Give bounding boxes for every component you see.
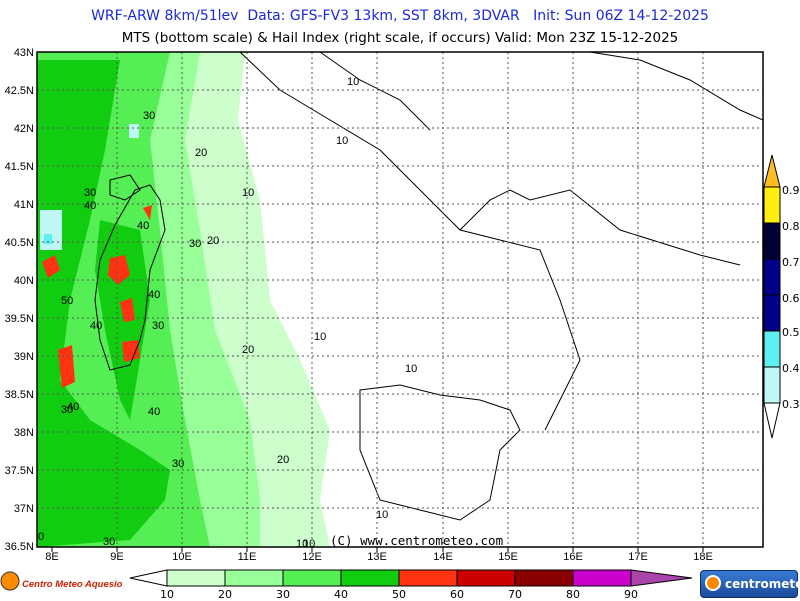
lon-label: 10E (172, 551, 192, 563)
contour-label: 20 (195, 147, 207, 159)
lat-label: 37N (14, 503, 34, 515)
contour-label: 10 (376, 509, 388, 521)
lat-label: 41N (14, 199, 34, 211)
contour-label: 30 (61, 404, 73, 416)
brand-icon (705, 575, 721, 591)
hail-tick-label: 0.8 (782, 220, 800, 233)
mts-tick-label: 20 (218, 588, 232, 601)
mts-tick-label: 40 (334, 588, 348, 601)
contour-label: 30 (103, 536, 115, 548)
lon-label: 12E (302, 551, 322, 563)
coastlines (94, 51, 764, 521)
graticule (37, 52, 763, 547)
contour-labels: 10 10 10 10 10 10 10 10 20 20 20 20 30 3… (38, 76, 417, 550)
map-frame (36, 51, 764, 548)
contour-label: 30 (143, 110, 155, 122)
lon-labels: 8E 9E 10E 11E 12E 13E 14E 15E 16E 17E 18… (45, 551, 713, 563)
hail-tick-label: 0.6 (782, 292, 800, 305)
lon-label: 13E (367, 551, 387, 563)
hail-tick-label: 0.5 (782, 326, 800, 339)
contour-label: 30 (84, 187, 96, 199)
lon-label: 18E (693, 551, 713, 563)
lat-label: 40N (14, 275, 34, 287)
contour-label: 30 (172, 458, 184, 470)
mts-tick-label: 60 (450, 588, 464, 601)
lon-label: 15E (498, 551, 518, 563)
contour-label: 30 (152, 320, 164, 332)
contour-label: 20 (207, 235, 219, 247)
lat-label: 36.5N (5, 541, 34, 553)
contour-label: 10 (296, 538, 308, 550)
logo-left-text: Centro Meteo Aquesio (22, 579, 123, 590)
hail-tick-label: 0.3 (782, 398, 800, 411)
contour-label: 40 (148, 289, 160, 301)
lat-label: 39N (14, 351, 34, 363)
axis-ticks (51, 547, 704, 552)
lon-label: 8E (45, 551, 58, 563)
logo-right[interactable]: centrometeo (700, 570, 800, 598)
lat-label: 38.5N (5, 389, 34, 401)
lat-label: 42N (14, 123, 34, 135)
contour-label: 40 (137, 220, 149, 232)
contour-label: 10 (303, 538, 315, 550)
header-line-2: MTS (bottom scale) & Hail Index (right s… (121, 30, 679, 46)
mts-tick-label: 80 (566, 588, 580, 601)
hail-tick-label: 0.9 (782, 184, 800, 197)
hail-colorbar (763, 154, 781, 439)
lat-label: 43N (14, 47, 34, 59)
contour-label: 10 (314, 331, 326, 343)
lon-label: 17E (628, 551, 648, 563)
hail-tick-label: 0.7 (782, 256, 800, 269)
contour-label: 0 (38, 531, 44, 543)
lat-label: 38N (14, 427, 34, 439)
lat-labels: 43N 42.5N 42N 41.5N 41N 40.5N 40N 39.5N … (5, 47, 34, 553)
lat-label: 41.5N (5, 161, 34, 173)
mts-tick-label: 70 (508, 588, 522, 601)
contour-label: 40 (148, 406, 160, 418)
lat-label: 39.5N (5, 313, 34, 325)
mts-field (37, 52, 330, 547)
lon-label: 11E (238, 551, 257, 563)
mts-tick-label: 10 (160, 588, 174, 601)
lon-label: 9E (110, 551, 123, 563)
header-line-1: WRF-ARW 8km/51lev Data: GFS-FV3 13km, SS… (91, 8, 709, 24)
copyright-text: (C) www.centrometeo.com (330, 533, 504, 548)
mts-tick-label: 30 (276, 588, 290, 601)
contour-label: 30 (189, 238, 201, 250)
contour-label: 10 (336, 135, 348, 147)
contour-label: 40 (67, 401, 79, 413)
contour-label: 50 (61, 295, 73, 307)
mts-tick-label: 90 (624, 588, 638, 601)
mts-colorbar (129, 569, 693, 587)
contour-label: 10 (242, 187, 254, 199)
contour-label: 20 (277, 454, 289, 466)
contour-label: 20 (242, 344, 254, 356)
contour-label: 10 (405, 363, 417, 375)
hail-tick-label: 0.4 (782, 362, 800, 375)
lat-label: 40.5N (5, 237, 34, 249)
lat-label: 37.5N (5, 465, 34, 477)
logo-left: Centro Meteo Aquesio (0, 571, 123, 591)
mts-tick-label: 50 (392, 588, 406, 601)
lon-label: 16E (563, 551, 583, 563)
contour-label: 40 (84, 200, 96, 212)
contour-label: 10 (347, 76, 359, 88)
lat-label: 42.5N (5, 85, 34, 97)
contour-label: 40 (90, 320, 102, 332)
logo-right-text: centrometeo (725, 577, 800, 591)
lon-label: 14E (433, 551, 453, 563)
